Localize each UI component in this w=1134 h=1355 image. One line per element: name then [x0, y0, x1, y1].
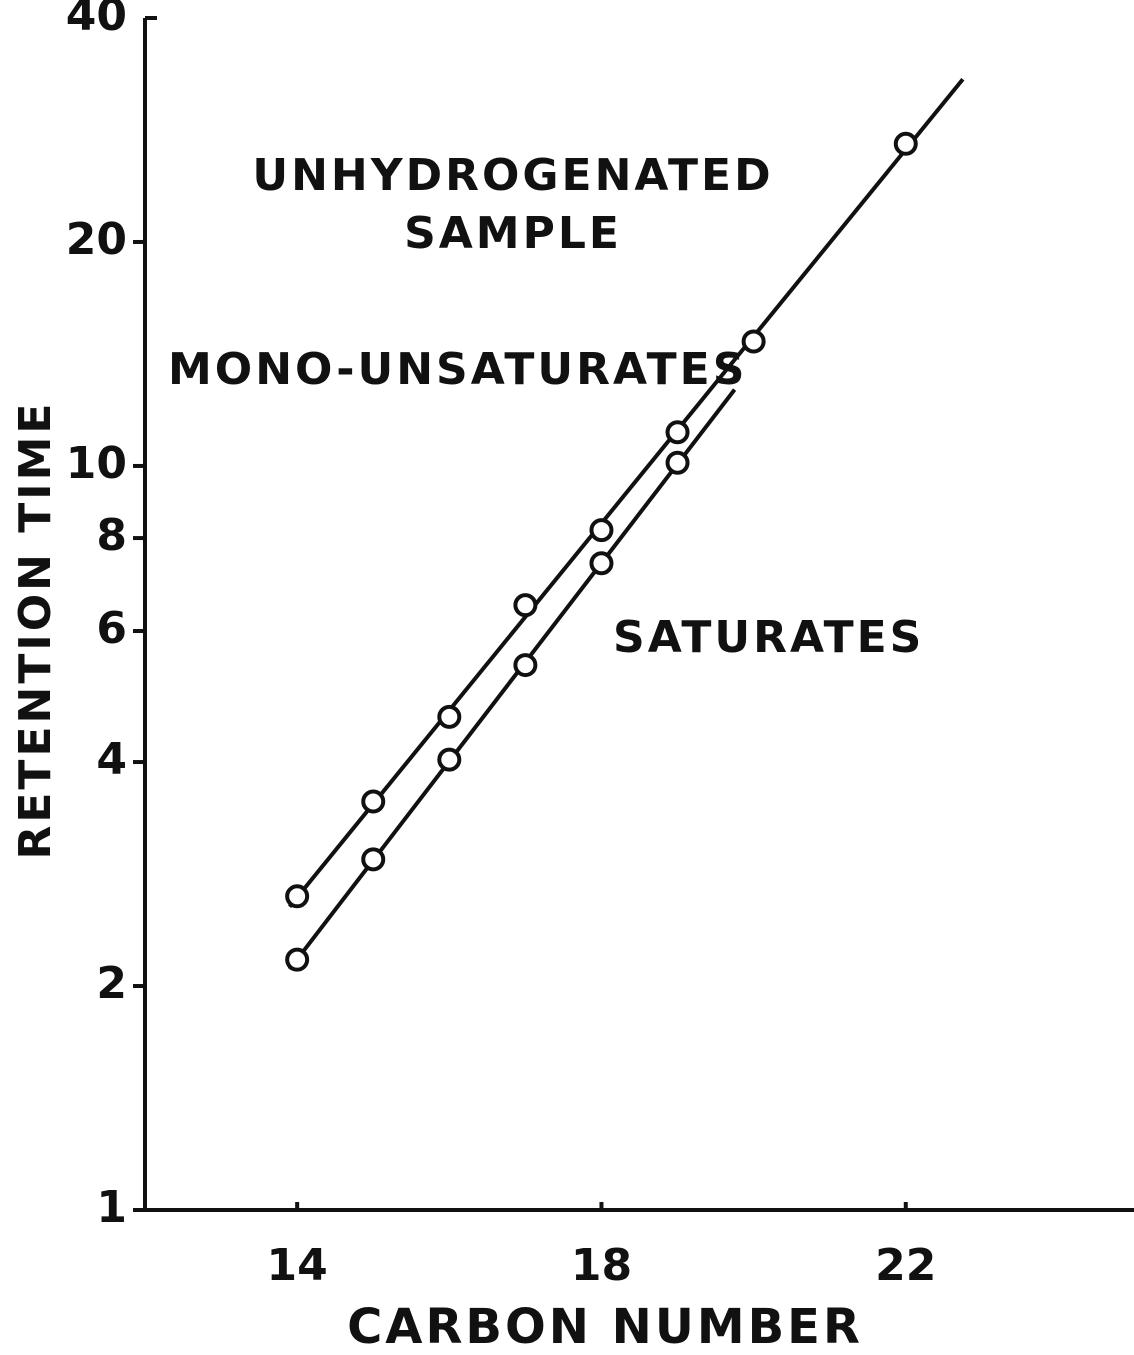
fit-line: [287, 388, 737, 971]
y-tick-label: 40: [66, 0, 127, 41]
data-point: [513, 653, 538, 678]
data-point: [513, 593, 538, 618]
data-point: [665, 420, 690, 445]
y-tick-label: 8: [96, 510, 127, 561]
fit-line: [287, 78, 965, 908]
data-point: [437, 704, 462, 729]
y-tick-label: 10: [66, 438, 127, 489]
y-tick-label: 1: [96, 1182, 127, 1233]
data-point: [361, 847, 386, 872]
data-point: [589, 551, 614, 576]
x-axis-label: CARBON NUMBER: [347, 1299, 863, 1355]
data-point: [665, 450, 690, 475]
annotation: UNHYDROGENATED: [252, 150, 773, 201]
x-tick-label: 22: [875, 1240, 936, 1291]
series-label: MONO-UNSATURATES: [168, 344, 747, 395]
y-tick-label: 6: [96, 603, 127, 654]
annotation: SAMPLE: [404, 208, 622, 259]
data-point: [437, 747, 462, 772]
data-point: [893, 131, 918, 156]
y-tick-label: 20: [66, 214, 127, 265]
y-tick-label: 4: [96, 734, 127, 785]
data-point: [285, 884, 310, 909]
data-point: [361, 789, 386, 814]
x-tick-label: 14: [267, 1240, 328, 1291]
y-axis-label: RETENTION TIME: [10, 401, 61, 860]
series-label: SATURATES: [613, 612, 924, 663]
data-point: [741, 329, 766, 354]
data-point: [589, 518, 614, 543]
y-tick-label: 2: [96, 958, 127, 1009]
data-point: [285, 947, 310, 972]
x-tick-label: 18: [571, 1240, 632, 1291]
